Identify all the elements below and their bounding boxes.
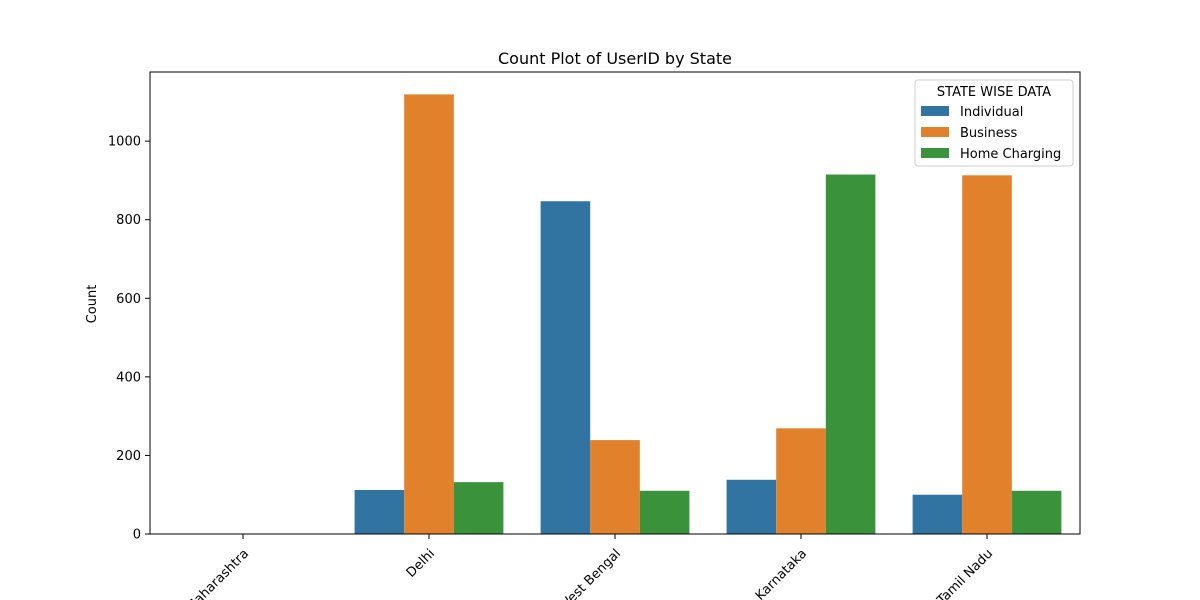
y-tick-label: 200 (116, 449, 141, 464)
bar-delhi-business (404, 94, 454, 535)
bar-west-bengal-individual (540, 201, 591, 534)
legend-frame (914, 79, 1074, 167)
y-axis-label: Count (85, 285, 100, 324)
bar-tamil-nadu-business (962, 175, 1012, 535)
legend-swatch-individual (921, 106, 949, 116)
bar-delhi-individual (354, 490, 405, 534)
chart-title: Count Plot of UserID by State (498, 49, 732, 68)
legend-items: Individual Business Home Charging (921, 105, 1061, 162)
bar-karnataka-home-charging (825, 174, 876, 535)
y-tick-label: 600 (116, 292, 141, 307)
legend-label-home-charging: Home Charging (960, 147, 1061, 162)
bar-tamil-nadu-home-charging (1011, 490, 1062, 534)
x-tick-label: Maharashtra (183, 546, 252, 600)
x-axis: Maharashtra Delhi West Bengal Karnataka Tami… (183, 534, 996, 600)
y-tick-label: 1000 (108, 135, 141, 150)
x-tick-label: Delhi (404, 546, 438, 580)
x-tick-label: Tamil Nadu (934, 546, 996, 600)
legend-swatch-business (921, 127, 949, 137)
bars-group (354, 94, 1062, 535)
y-tick-label: 0 (133, 528, 141, 543)
y-tick-label: 400 (116, 370, 141, 385)
bar-karnataka-individual (726, 479, 777, 534)
bar-delhi-home-charging (453, 482, 504, 534)
legend-label-business: Business (960, 126, 1018, 141)
plot-frame (149, 71, 1081, 535)
bar-west-bengal-business (590, 440, 640, 534)
legend-label-individual: Individual (960, 105, 1023, 120)
bar-west-bengal-home-charging (639, 490, 690, 534)
legend: STATE WISE DATA Individual Business Home C… (914, 79, 1074, 167)
y-tick-label: 800 (116, 213, 141, 228)
y-axis: 0 200 400 600 800 1000 (108, 135, 150, 543)
legend-title: STATE WISE DATA (937, 85, 1051, 100)
bar-tamil-nadu-individual (912, 494, 963, 534)
legend-swatch-home-charging (921, 148, 949, 158)
x-tick-label: Karnataka (753, 546, 810, 600)
bar-karnataka-business (776, 428, 826, 534)
x-tick-label: West Bengal (556, 546, 624, 600)
